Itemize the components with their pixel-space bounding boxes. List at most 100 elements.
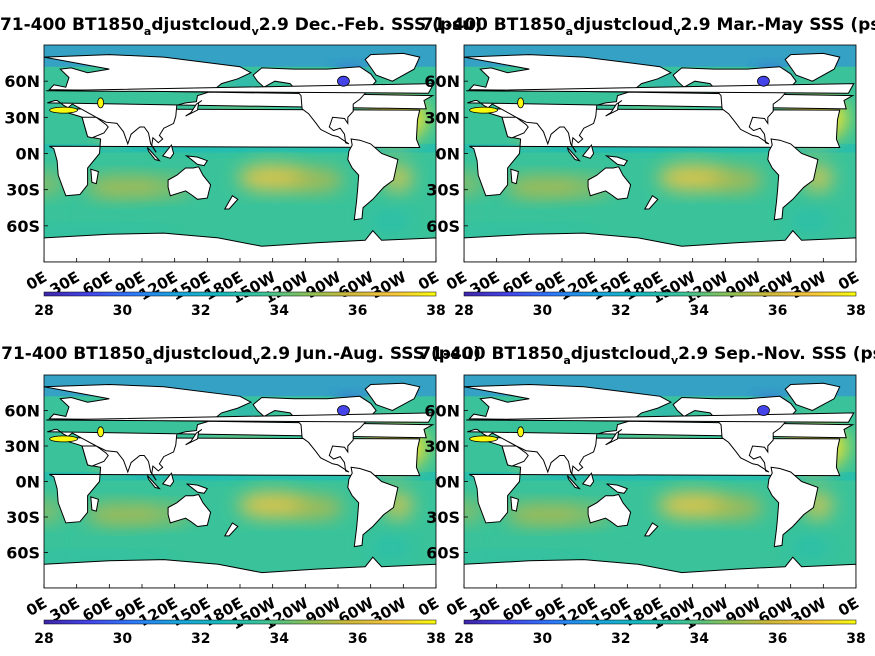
colorbar-tick-label: 32 [611,631,630,647]
landmass [643,194,659,210]
landmass [587,166,632,200]
colorbar-tick-label: 38 [426,303,445,319]
colorbar-tick-label: 38 [426,631,445,647]
caspian-sea [517,426,525,438]
colorbar [43,619,437,625]
salinity-blob [496,208,758,224]
landmass [185,428,203,446]
colorbar-tick-label: 36 [348,631,367,647]
panel-3: 71-400 BT1850adjustcloudv2.9 Jun.-Aug. S… [1,344,481,647]
landmass [464,229,856,262]
y-tick-label: 30N [424,437,460,456]
landmass [466,412,855,423]
landmass [146,147,161,162]
caspian-sea [97,97,105,109]
landmass [767,466,819,548]
y-tick-label: 60N [424,402,460,421]
salinity-blob [44,172,64,195]
colorbar-tick-label: 34 [689,631,709,647]
map-field [44,375,436,588]
colorbar-tick-label: 30 [113,631,133,647]
landmass [587,493,632,528]
y-tick-label: 0N [15,473,40,492]
x-tick-label: 0E [415,268,442,294]
itcz-band [44,143,436,153]
x-tick-label: 0E [23,594,50,620]
colorbar-tick-label: 36 [348,303,367,319]
colorbar-tick-label: 28 [34,303,53,319]
x-tick-label: 0E [443,268,470,294]
salinity-blob [657,492,728,519]
landmass [347,466,399,548]
mediterranean-sea [469,106,499,114]
y-tick-label: 30N [424,108,460,127]
colorbar-tick-label: 36 [768,631,787,647]
y-tick-label: 60S [6,217,40,236]
colorbar-tick-label: 32 [191,631,210,647]
landmass [581,472,595,487]
colorbar-tick-label: 34 [269,631,289,647]
colorbar-tick-label: 30 [533,303,553,319]
landmass [44,229,436,262]
salinity-blob [237,492,308,519]
colorbar-tick-label: 32 [191,303,210,319]
landmass [510,168,519,185]
colorbar-tick-label: 28 [454,303,473,319]
panel-4: 71-400 BT1850adjustcloudv2.9 Sep.-Nov. S… [419,344,875,647]
landmass [464,556,856,588]
landmass [46,83,435,94]
x-tick-label: 0E [415,594,442,620]
colorbar-tick-label: 30 [113,303,133,319]
landmass [90,496,99,512]
salinity-blob [709,495,764,520]
landmass [146,475,161,490]
salinity-blob [85,176,156,199]
colorbar-tick-label: 38 [846,303,865,319]
salinity-blob [368,208,413,234]
salinity-blob [464,500,484,522]
x-tick-label: 30W [788,268,830,303]
salinity-blob [368,535,413,560]
landmass [44,556,436,588]
x-tick-label: 30W [368,268,410,303]
landmass [510,496,519,512]
y-tick-label: 60S [426,544,460,563]
panel-2: 71-400 BT1850adjustcloudv2.9 Mar.-May SS… [422,15,875,319]
y-tick-label: 60S [6,544,40,563]
colorbar-tick-label: 32 [611,303,630,319]
landmass [186,483,209,494]
landmass [161,144,175,159]
y-tick-label: 60N [4,402,40,421]
itcz-band [464,472,856,481]
landmass [643,522,659,537]
landmass [167,493,212,528]
x-tick-label: 0E [835,594,862,620]
x-tick-label: 0E [443,594,470,620]
colorbar-tick-label: 30 [533,631,553,647]
salinity-blob [505,503,576,526]
landmass [364,52,421,82]
colorbar-tick-label: 34 [689,303,709,319]
y-tick-label: 30S [6,508,40,527]
colorbar-tick-label: 38 [846,631,865,647]
landmass [605,428,623,446]
colorbar-tick-label: 36 [768,303,787,319]
panel-title: 71-400 BT1850adjustcloudv2.9 Mar.-May SS… [422,15,875,38]
salinity-blob [709,167,764,193]
salinity-blob [788,208,833,234]
landmass [161,472,175,487]
landmass [46,412,435,423]
landmass [784,52,841,82]
salinity-blob [85,503,156,526]
landmass [223,522,239,537]
colorbar-tick-label: 34 [269,303,289,319]
landmass [566,475,581,490]
y-tick-label: 0N [435,145,460,164]
landmass [604,155,629,167]
caspian-sea [517,97,525,109]
salinity-blob [76,208,338,224]
landmass [784,382,841,412]
salinity-blob [505,176,576,199]
salinity-blob [44,500,64,522]
